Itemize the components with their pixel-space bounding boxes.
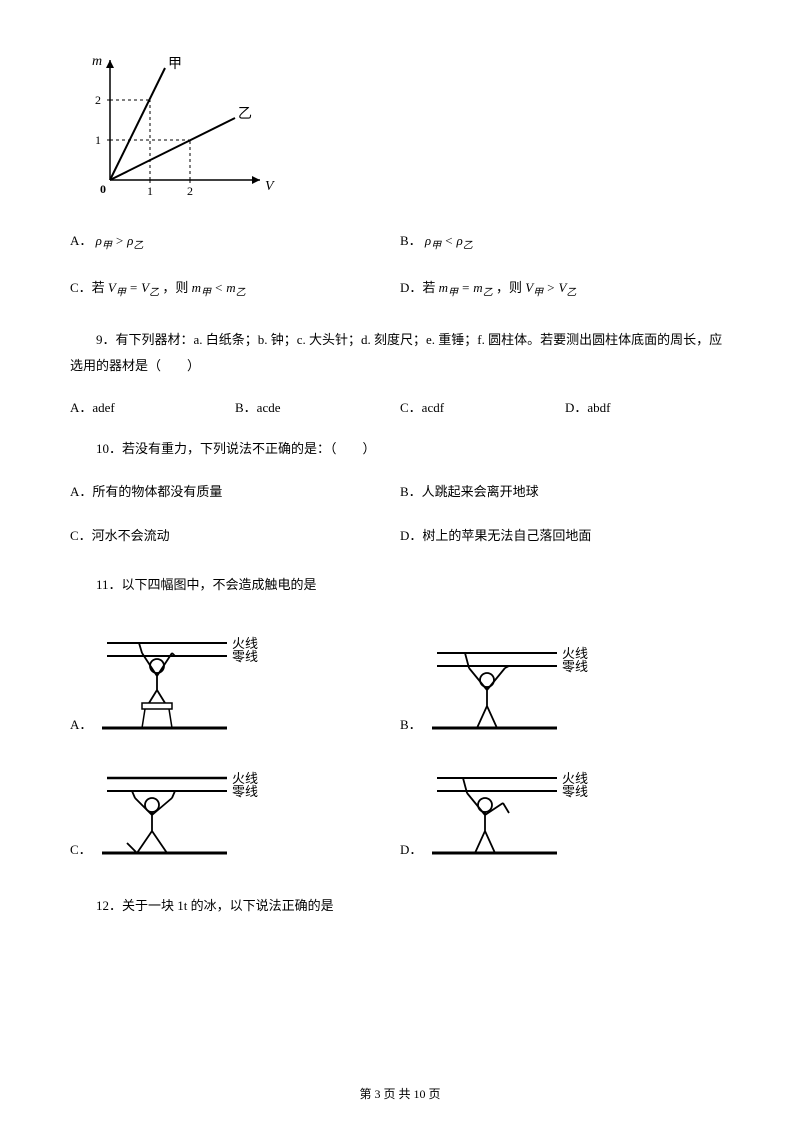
shock-diagram-c: 火线 零线	[97, 763, 277, 863]
opt-prefix: B．	[400, 233, 422, 248]
shock-diagram-a: 火线 零线	[97, 628, 277, 738]
formula-text: ρ甲 > ρ乙	[96, 233, 144, 248]
q11-images-row2: C． 火线 零线 D． 火线 零线	[70, 763, 730, 863]
q11-images-row1: A． 火线 零线 B． 火线 零线	[70, 628, 730, 738]
formula-text: m甲 = m乙	[439, 280, 493, 295]
mv-graph: m V 0 1 2 1 2 甲 乙	[80, 50, 730, 204]
shock-diagram-d: 火线 零线	[427, 763, 607, 863]
graph-svg: m V 0 1 2 1 2 甲 乙	[80, 50, 280, 200]
neutral-wire-label: 零线	[562, 784, 588, 799]
q8-option-d: D．若 m甲 = m乙 ，则 V甲 > V乙	[400, 276, 730, 303]
q8-option-b: B． ρ甲 < ρ乙	[400, 229, 730, 256]
q9-options: A．adef B．acde C．acdf D．abdf	[70, 397, 730, 416]
x-axis-label: V	[265, 179, 275, 194]
formula-text: V甲 > V乙	[525, 280, 576, 295]
q11-image-b: B． 火线 零线	[400, 638, 730, 738]
q10-opt-a: A．所有的物体都没有质量	[70, 480, 400, 503]
opt-label: A．	[70, 714, 92, 733]
q11-image-d: D． 火线 零线	[400, 763, 730, 863]
q11-text: 11．以下四幅图中，不会造成触电的是	[70, 572, 730, 598]
formula-text: V甲 = V乙	[108, 280, 159, 295]
q8-option-c: C．若 V甲 = V乙 ，则 m甲 < m乙	[70, 276, 400, 303]
opt-label: D．	[400, 839, 422, 858]
svg-text:甲: 甲	[168, 57, 182, 72]
q8-option-a: A． ρ甲 > ρ乙	[70, 229, 400, 256]
q11-image-c: C． 火线 零线	[70, 763, 400, 863]
q9-text: 9．有下列器材：a. 白纸条；b. 钟；c. 大头针；d. 刻度尺；e. 重锤；…	[70, 327, 730, 379]
q9-opt-c: C．acdf	[400, 397, 565, 416]
q10-opt-d: D．树上的苹果无法自己落回地面	[400, 524, 730, 547]
opt-mid: ，则	[496, 280, 522, 295]
q10-row2: C．河水不会流动 D．树上的苹果无法自己落回地面	[70, 524, 730, 547]
neutral-wire-label: 零线	[232, 649, 258, 664]
opt-prefix: D．若	[400, 280, 435, 295]
opt-prefix: A．	[70, 233, 92, 248]
q12-text: 12．关于一块 1t 的冰，以下说法正确的是	[70, 893, 730, 919]
q10-opt-c: C．河水不会流动	[70, 524, 400, 547]
shock-diagram-b: 火线 零线	[427, 638, 607, 738]
neutral-wire-label: 零线	[232, 784, 258, 799]
y-axis-label: m	[92, 54, 102, 69]
q11-image-a: A． 火线 零线	[70, 628, 400, 738]
opt-prefix: C．若	[70, 280, 105, 295]
q9-opt-a: A．adef	[70, 397, 235, 416]
q10-row1: A．所有的物体都没有质量 B．人跳起来会离开地球	[70, 480, 730, 503]
formula-text: m甲 < m乙	[192, 280, 246, 295]
svg-text:2: 2	[187, 184, 193, 198]
opt-mid: ，则	[162, 280, 188, 295]
svg-text:乙: 乙	[238, 106, 252, 122]
page-footer: 第 3 页 共 10 页	[0, 1085, 800, 1102]
svg-text:1: 1	[147, 184, 153, 198]
q10-opt-b: B．人跳起来会离开地球	[400, 480, 730, 503]
svg-text:0: 0	[100, 182, 106, 196]
formula-text: ρ甲 < ρ乙	[425, 233, 473, 248]
q8-options-row2: C．若 V甲 = V乙 ，则 m甲 < m乙 D．若 m甲 = m乙 ，则 V甲…	[70, 276, 730, 303]
neutral-wire-label: 零线	[562, 659, 588, 674]
opt-label: C．	[70, 839, 92, 858]
svg-text:2: 2	[95, 93, 101, 107]
q10-text: 10．若没有重力，下列说法不正确的是：（ ）	[70, 436, 730, 462]
opt-label: B．	[400, 714, 422, 733]
svg-text:1: 1	[95, 133, 101, 147]
q8-options-row1: A． ρ甲 > ρ乙 B． ρ甲 < ρ乙	[70, 229, 730, 256]
q9-opt-b: B．acde	[235, 397, 400, 416]
q9-opt-d: D．abdf	[565, 397, 730, 416]
